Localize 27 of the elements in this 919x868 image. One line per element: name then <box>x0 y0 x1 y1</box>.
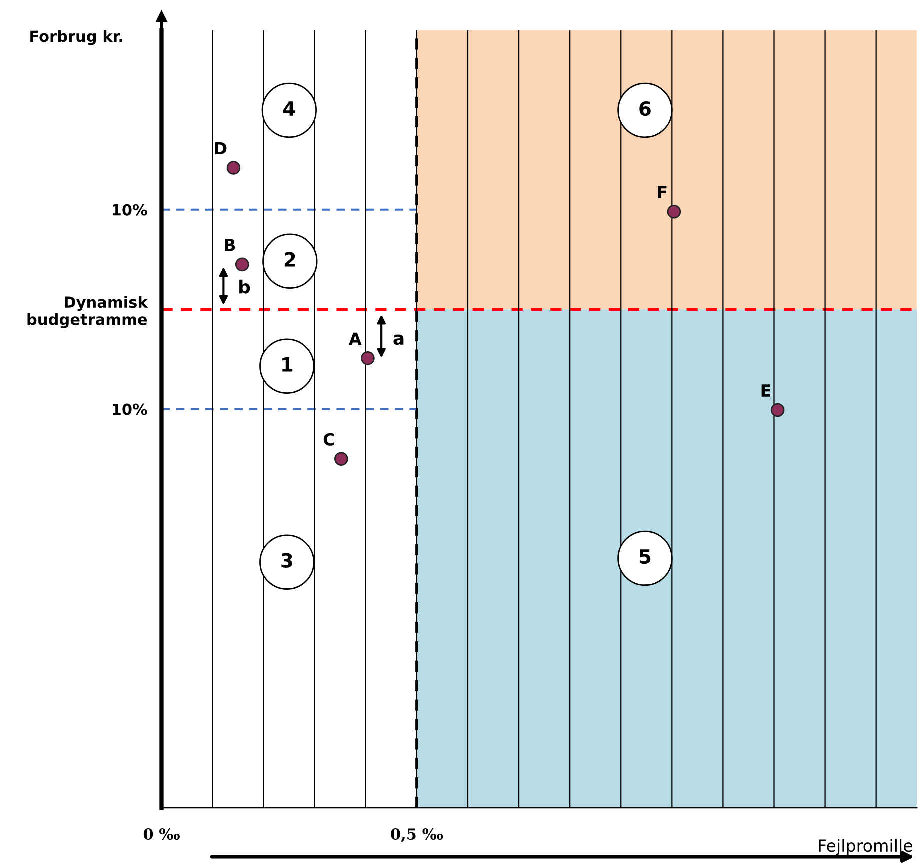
annotation: C <box>324 433 334 446</box>
y-tick-label: 10% <box>113 404 148 416</box>
annotation: F <box>658 186 667 198</box>
annotation: E <box>762 384 770 397</box>
point <box>667 204 682 219</box>
point <box>334 452 348 466</box>
annotation: 6 <box>640 101 651 116</box>
annotation: 4 <box>284 102 296 116</box>
annotation: b <box>240 280 250 294</box>
annotation: 2 <box>284 252 296 267</box>
x-tick-label: 0,5 ‰ <box>391 828 444 842</box>
point <box>235 258 250 272</box>
annotation: 3 <box>282 553 292 568</box>
annotation: B <box>225 239 236 252</box>
annotation: D <box>215 142 227 155</box>
y-tick-label: Dynamisk budgetramme <box>28 296 148 328</box>
point <box>770 403 785 418</box>
annotation: A <box>349 332 362 345</box>
y-tick-label: 10% <box>113 204 148 216</box>
y-axis-title: Forbrug kr. <box>30 30 122 46</box>
annotation: 5 <box>640 550 651 564</box>
x-axis-title: Fejlpromille <box>819 839 912 856</box>
point <box>361 352 375 366</box>
annotation: 1 <box>282 358 293 372</box>
point <box>226 161 241 175</box>
x-tick-label: 0 ‰ <box>144 828 180 840</box>
annotation: a <box>394 334 404 346</box>
